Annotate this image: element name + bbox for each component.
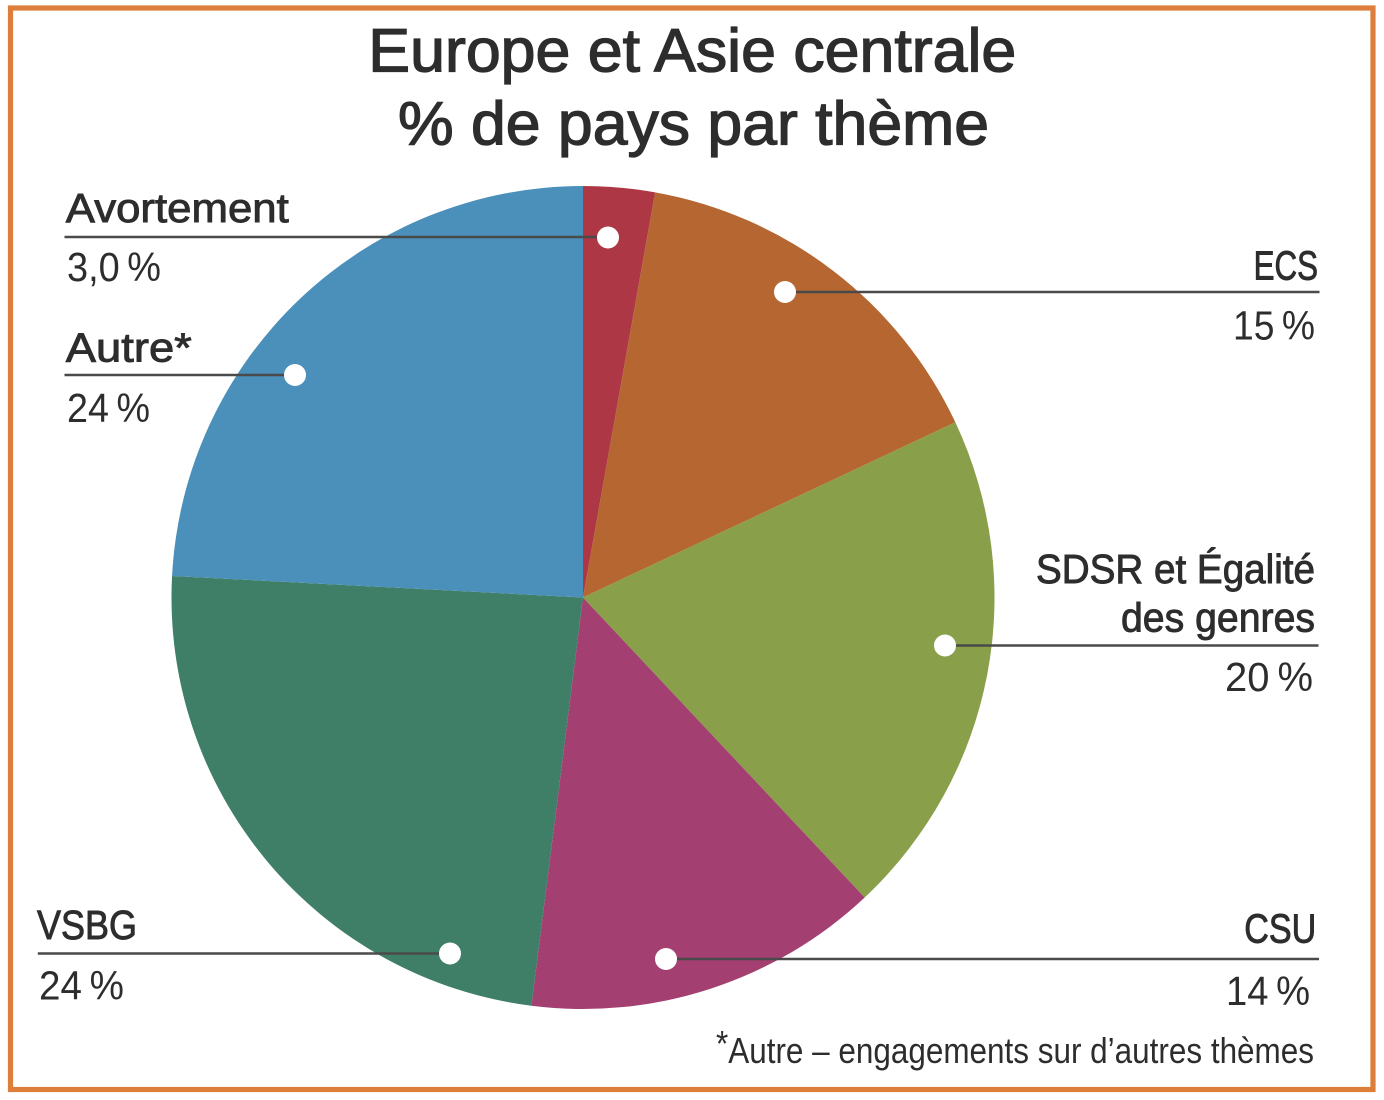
- svg-text:Autre*: Autre*: [66, 324, 192, 370]
- svg-text:CSU: CSU: [1244, 905, 1316, 951]
- svg-text:20 %: 20 %: [1225, 654, 1313, 700]
- svg-text:Europe et Asie centrale: Europe et Asie centrale: [368, 17, 1016, 86]
- svg-text:3,0 %: 3,0 %: [67, 244, 161, 290]
- svg-text:des genres: des genres: [1121, 595, 1315, 641]
- svg-text:24 %: 24 %: [39, 962, 124, 1008]
- svg-text:14 %: 14 %: [1226, 968, 1310, 1014]
- svg-text:SDSR et Égalité: SDSR et Égalité: [1036, 546, 1315, 592]
- svg-text:*Autre – engagements sur d’aut: *Autre – engagements sur d’autres thèmes: [716, 1023, 1314, 1071]
- svg-text:15 %: 15 %: [1233, 302, 1315, 348]
- svg-text:VSBG: VSBG: [37, 902, 137, 948]
- svg-text:ECS: ECS: [1254, 242, 1318, 288]
- svg-text:24 %: 24 %: [67, 385, 150, 431]
- svg-text:% de pays par thème: % de pays par thème: [398, 90, 989, 159]
- svg-text:Avortement: Avortement: [66, 185, 290, 231]
